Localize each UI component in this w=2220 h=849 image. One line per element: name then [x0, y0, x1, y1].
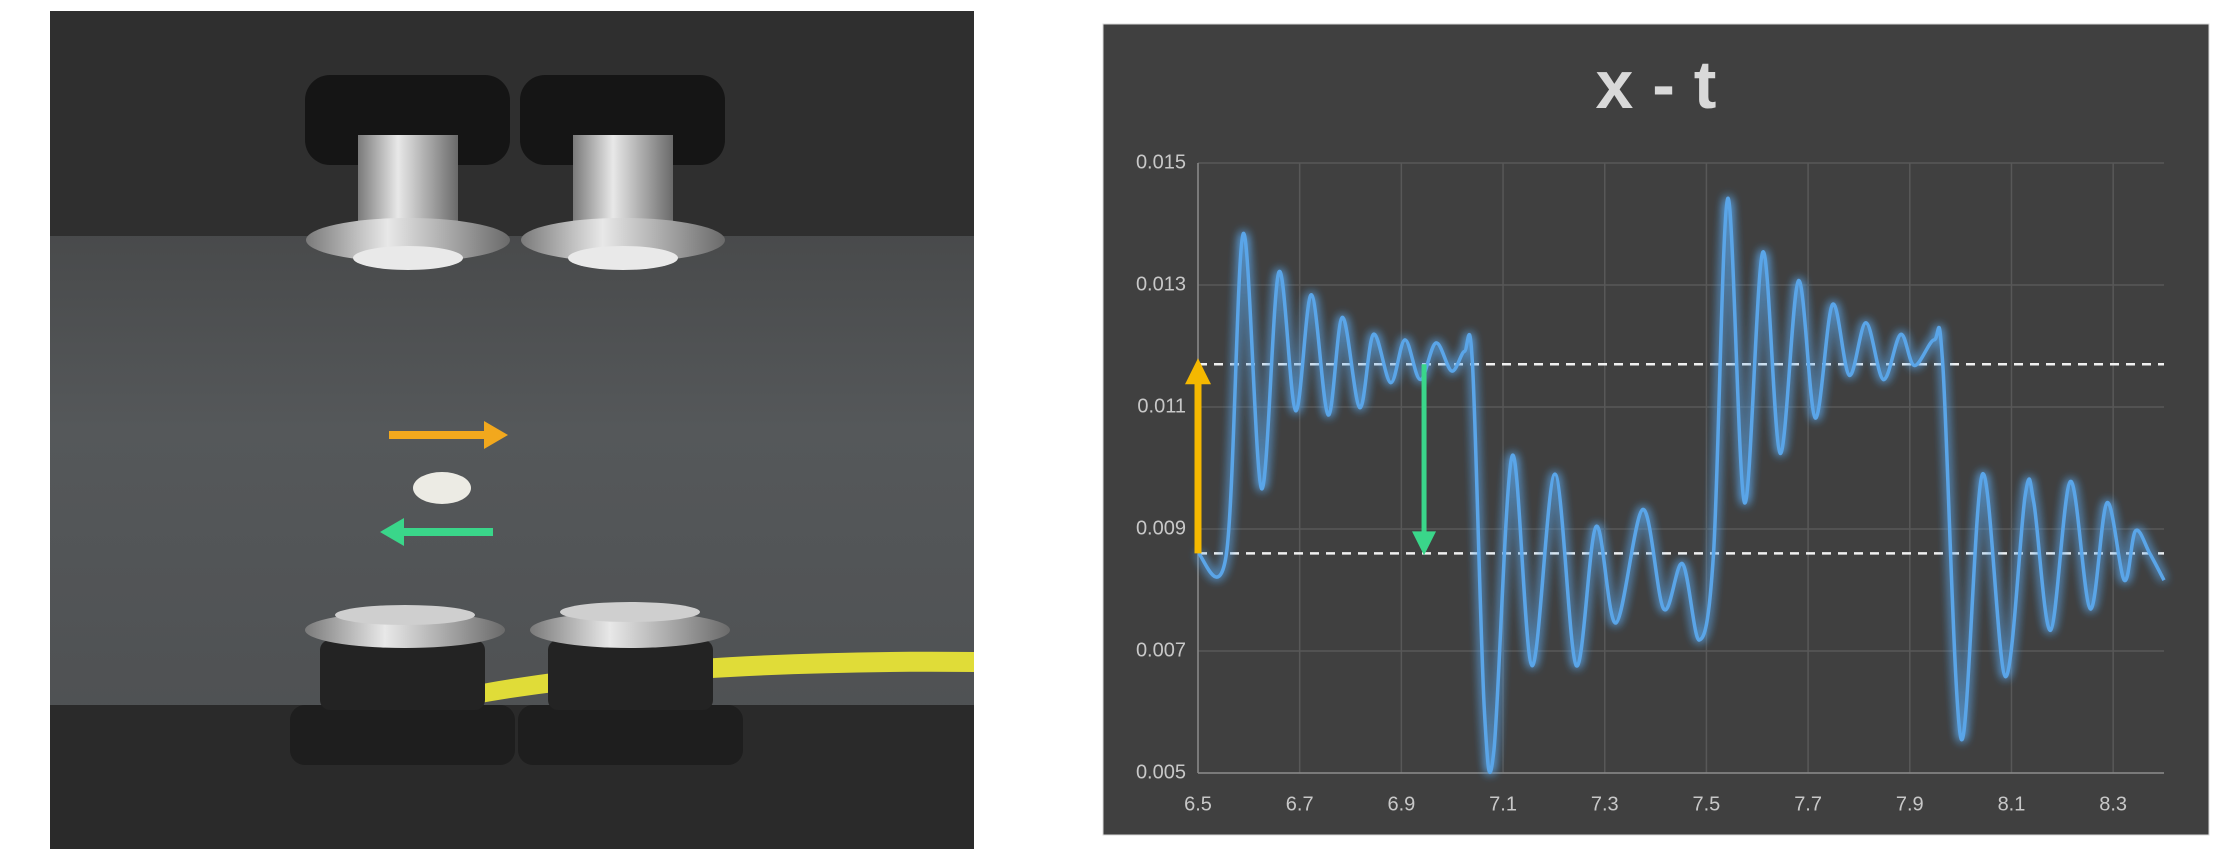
chart-panel: [1102, 23, 2210, 836]
x-tick-label: 7.5: [1693, 793, 1721, 815]
photo: [50, 11, 974, 849]
x-tick-label: 6.9: [1387, 793, 1415, 815]
x-tick-label: 7.7: [1794, 793, 1822, 815]
green-arrow: [380, 518, 493, 546]
x-tick-label: 6.5: [1184, 793, 1212, 815]
y-tick-label: 0.007: [1136, 639, 1186, 661]
cable: [467, 651, 974, 705]
x-tick-label: 7.3: [1591, 793, 1619, 815]
orange-arrow: [389, 421, 508, 449]
x-tick-label: 7.9: [1896, 793, 1924, 815]
y-tick-label: 0.013: [1136, 273, 1186, 295]
x-tick-label: 8.3: [2099, 793, 2127, 815]
ceiling: [50, 11, 974, 236]
chart-title: x - t: [1596, 47, 1717, 123]
green-arrow-head: [1412, 531, 1437, 556]
y-tick-label: 0.009: [1136, 517, 1186, 539]
y-tick-label: 0.011: [1137, 395, 1186, 417]
x-tick-label: 7.1: [1489, 793, 1517, 815]
data-line: [1196, 196, 2166, 775]
orange-arrow-head: [1185, 358, 1211, 385]
droplet: [413, 472, 471, 504]
x-tick-label: 8.1: [1998, 793, 2026, 815]
y-tick-label: 0.015: [1136, 151, 1186, 173]
y-tick-label: 0.005: [1136, 761, 1186, 783]
bottom-transducers: [290, 602, 743, 765]
top-transducers: [305, 75, 725, 270]
x-tick-label: 6.7: [1286, 793, 1314, 815]
